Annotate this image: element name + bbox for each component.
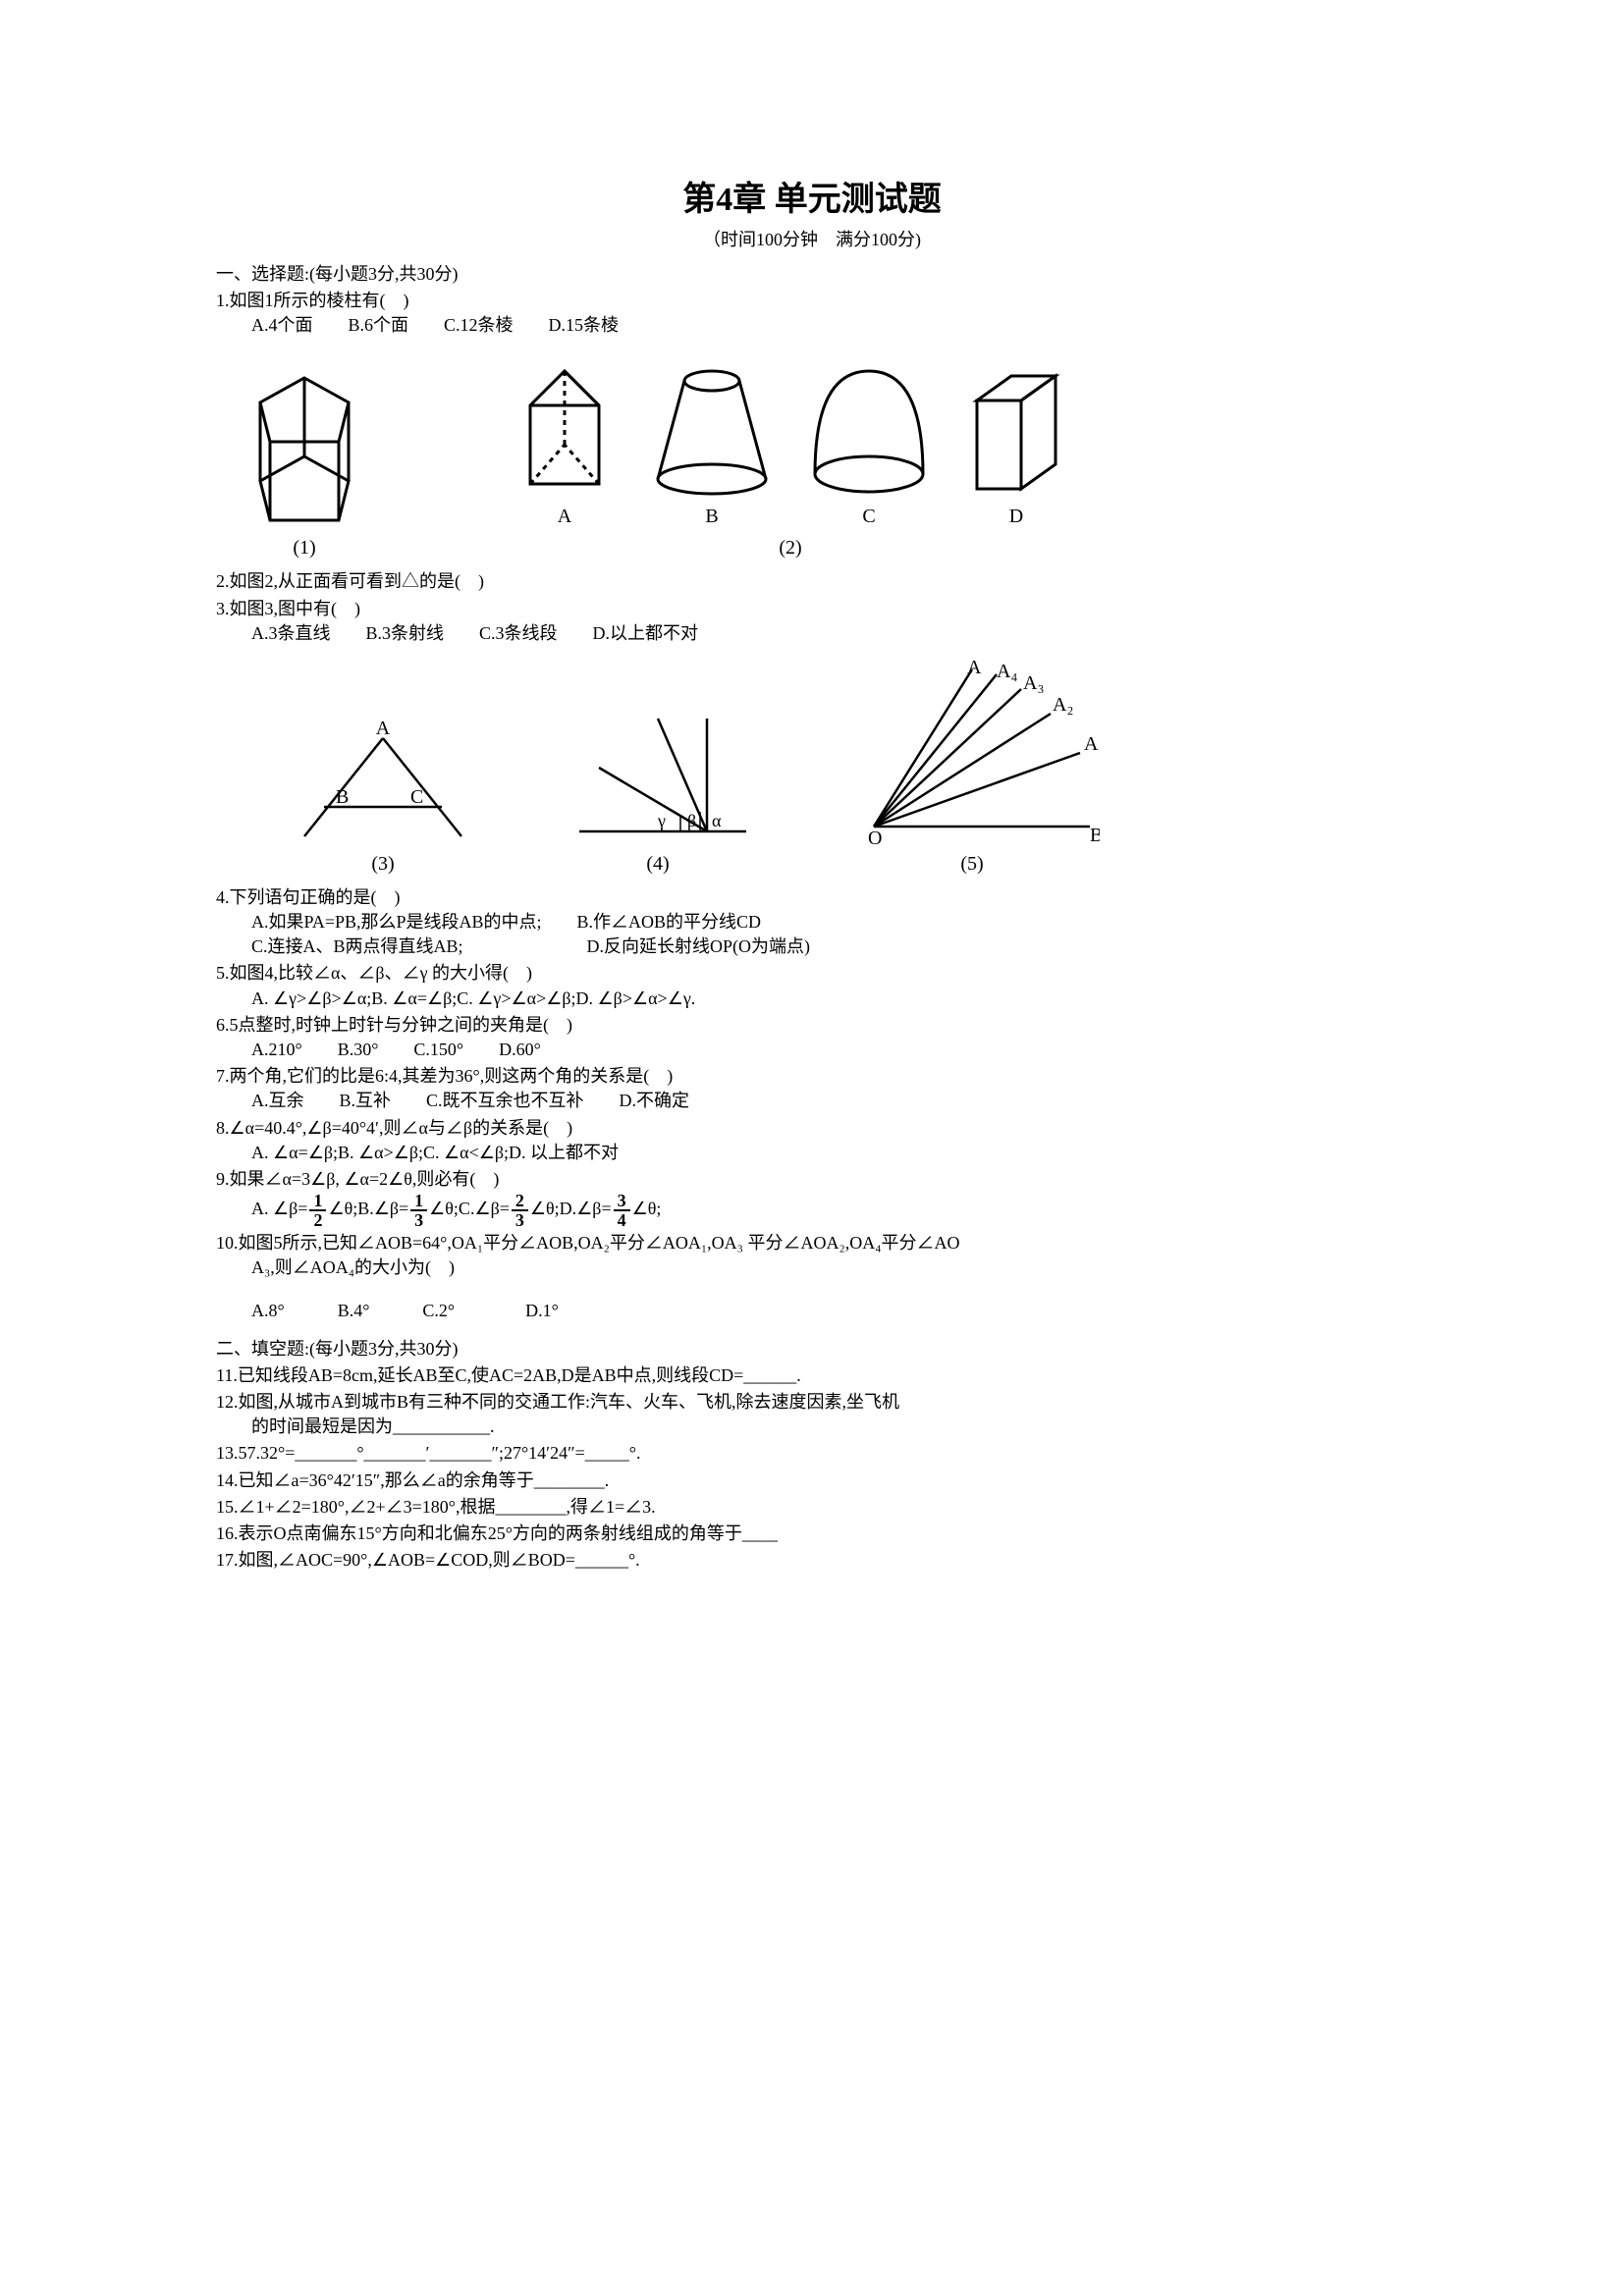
figure-5: O B A₁ A₂ A₃ A₄ A (5) — [844, 660, 1100, 878]
q16: 16.表示O点南偏东15°方向和北偏东25°方向的两条射线组成的角等于____ — [216, 1522, 1408, 1546]
q12-line2: 的时间最短是因为___________. — [216, 1415, 1408, 1439]
fig2-C: C — [805, 503, 933, 530]
q6: 6.5点整时,时钟上时针与分钟之间的夹角是( ) — [216, 1013, 1408, 1038]
q3: 3.如图3,图中有( ) — [216, 597, 1408, 621]
fig2-A: A — [511, 503, 619, 530]
q7: 7.两个角,它们的比是6:4,其差为36°,则这两个角的关系是( ) — [216, 1064, 1408, 1089]
section1-header: 一、选择题:(每小题3分,共30分) — [216, 262, 1408, 287]
page-subtitle: （时间100分钟 满分100分) — [216, 228, 1408, 252]
fig5-O: O — [868, 828, 882, 846]
fig5-A4: A₄ — [997, 661, 1017, 682]
fig4-beta: β — [687, 811, 696, 830]
fig5-A3: A₃ — [1023, 672, 1044, 694]
q9-D-prefix: ∠θ;D.∠β= — [530, 1199, 612, 1218]
q9-B-prefix: ∠θ;B.∠β= — [328, 1199, 408, 1218]
q10-line1: 10.如图5所示,已知∠AOB=64°,OA₁平分∠AOB,OA₂平分∠AOA₁… — [216, 1231, 1408, 1255]
figure-5-caption: (5) — [844, 850, 1100, 878]
figure-2-caption: (2) — [511, 534, 1070, 561]
q15: 15.∠1+∠2=180°,∠2+∠3=180°,根据________,得∠1=… — [216, 1495, 1408, 1520]
figure-2: A B — [511, 351, 1070, 561]
q1-options: A.4个面 B.6个面 C.12条棱 D.15条棱 — [216, 313, 1408, 338]
fig4-gamma: γ — [657, 811, 666, 830]
q5: 5.如图4,比较∠α、∠β、∠γ 的大小得( ) — [216, 961, 1408, 986]
q9-D-frac: 34 — [614, 1192, 630, 1229]
q9-C-frac: 23 — [512, 1192, 528, 1229]
figure-row-1: (1) A — [236, 351, 1408, 561]
fig3-C: C — [410, 786, 423, 808]
q9: 9.如果∠α=3∠β, ∠α=2∠θ,则必有( ) — [216, 1167, 1408, 1192]
q4-opt-b: C.连接A、B两点得直线AB; D.反向延长射线OP(O为端点) — [216, 934, 1408, 959]
q1: 1.如图1所示的棱柱有( ) — [216, 289, 1408, 313]
fig3-B: B — [336, 786, 349, 808]
q4-opt-a: A.如果PA=PB,那么P是线段AB的中点; B.作∠AOB的平分线CD — [216, 910, 1408, 934]
q9-A-frac: 12 — [309, 1192, 326, 1229]
q11: 11.已知线段AB=8cm,延长AB至C,使AC=2AB,D是AB中点,则线段C… — [216, 1363, 1408, 1388]
q9-A-prefix: A. ∠β= — [251, 1199, 307, 1218]
q9-C-prefix: ∠θ;C.∠β= — [429, 1199, 510, 1218]
q2: 2.如图2,从正面看可看到△的是( ) — [216, 569, 1408, 594]
q3-options: A.3条直线 B.3条射线 C.3条线段 D.以上都不对 — [216, 621, 1408, 646]
fig4-alpha: α — [712, 811, 722, 830]
figure-3: A B C (3) — [295, 719, 471, 878]
q8-options: A. ∠α=∠β;B. ∠α>∠β;C. ∠α<∠β;D. 以上都不对 — [216, 1141, 1408, 1165]
figure-1-caption: (1) — [236, 534, 373, 561]
q4: 4.下列语句正确的是( ) — [216, 885, 1408, 910]
q9-options: A. ∠β=12∠θ;B.∠β=13∠θ;C.∠β=23∠θ;D.∠β=34∠θ… — [216, 1192, 1408, 1229]
q9-end: ∠θ; — [632, 1199, 662, 1218]
q12-line1: 12.如图,从城市A到城市B有三种不同的交通工作:汽车、火车、飞机,除去速度因素… — [216, 1390, 1408, 1415]
q10-options: A.8° B.4° C.2° D.1° — [216, 1299, 1408, 1323]
page-title: 第4章 单元测试题 — [216, 177, 1408, 224]
q17: 17.如图,∠AOC=90°,∠AOB=∠COD,则∠BOD=______°. — [216, 1548, 1408, 1573]
q6-options: A.210° B.30° C.150° D.60° — [216, 1038, 1408, 1062]
figure-1: (1) — [236, 363, 373, 561]
figure-row-2: A B C (3) α β γ (4) — [295, 660, 1408, 878]
fig3-A: A — [376, 719, 391, 739]
section2-header: 二、填空题:(每小题3分,共30分) — [216, 1337, 1408, 1362]
figure-4-caption: (4) — [560, 850, 756, 878]
fig5-A1: A₁ — [1084, 733, 1100, 755]
figure-3-caption: (3) — [295, 850, 471, 878]
q5-options: A. ∠γ>∠β>∠α;B. ∠α=∠β;C. ∠γ>∠α>∠β;D. ∠β>∠… — [216, 987, 1408, 1011]
q8: 8.∠α=40.4°,∠β=40°4′,则∠α与∠β的关系是( ) — [216, 1116, 1408, 1141]
fig2-D: D — [962, 503, 1070, 530]
fig5-A: A — [967, 660, 982, 678]
fig5-B: B — [1090, 825, 1100, 846]
q9-B-frac: 13 — [410, 1192, 427, 1229]
fig5-A2: A₂ — [1053, 694, 1073, 716]
q14: 14.已知∠a=36°42′15″,那么∠a的余角等于________. — [216, 1468, 1408, 1493]
q13: 13.57.32°=_______°_______′_______″;27°14… — [216, 1441, 1408, 1466]
q7-options: A.互余 B.互补 C.既不互余也不互补 D.不确定 — [216, 1089, 1408, 1113]
fig2-B: B — [648, 503, 776, 530]
q10-line2: A₃,则∠AOA₄的大小为( ) — [216, 1255, 1408, 1280]
figure-4: α β γ (4) — [560, 709, 756, 878]
